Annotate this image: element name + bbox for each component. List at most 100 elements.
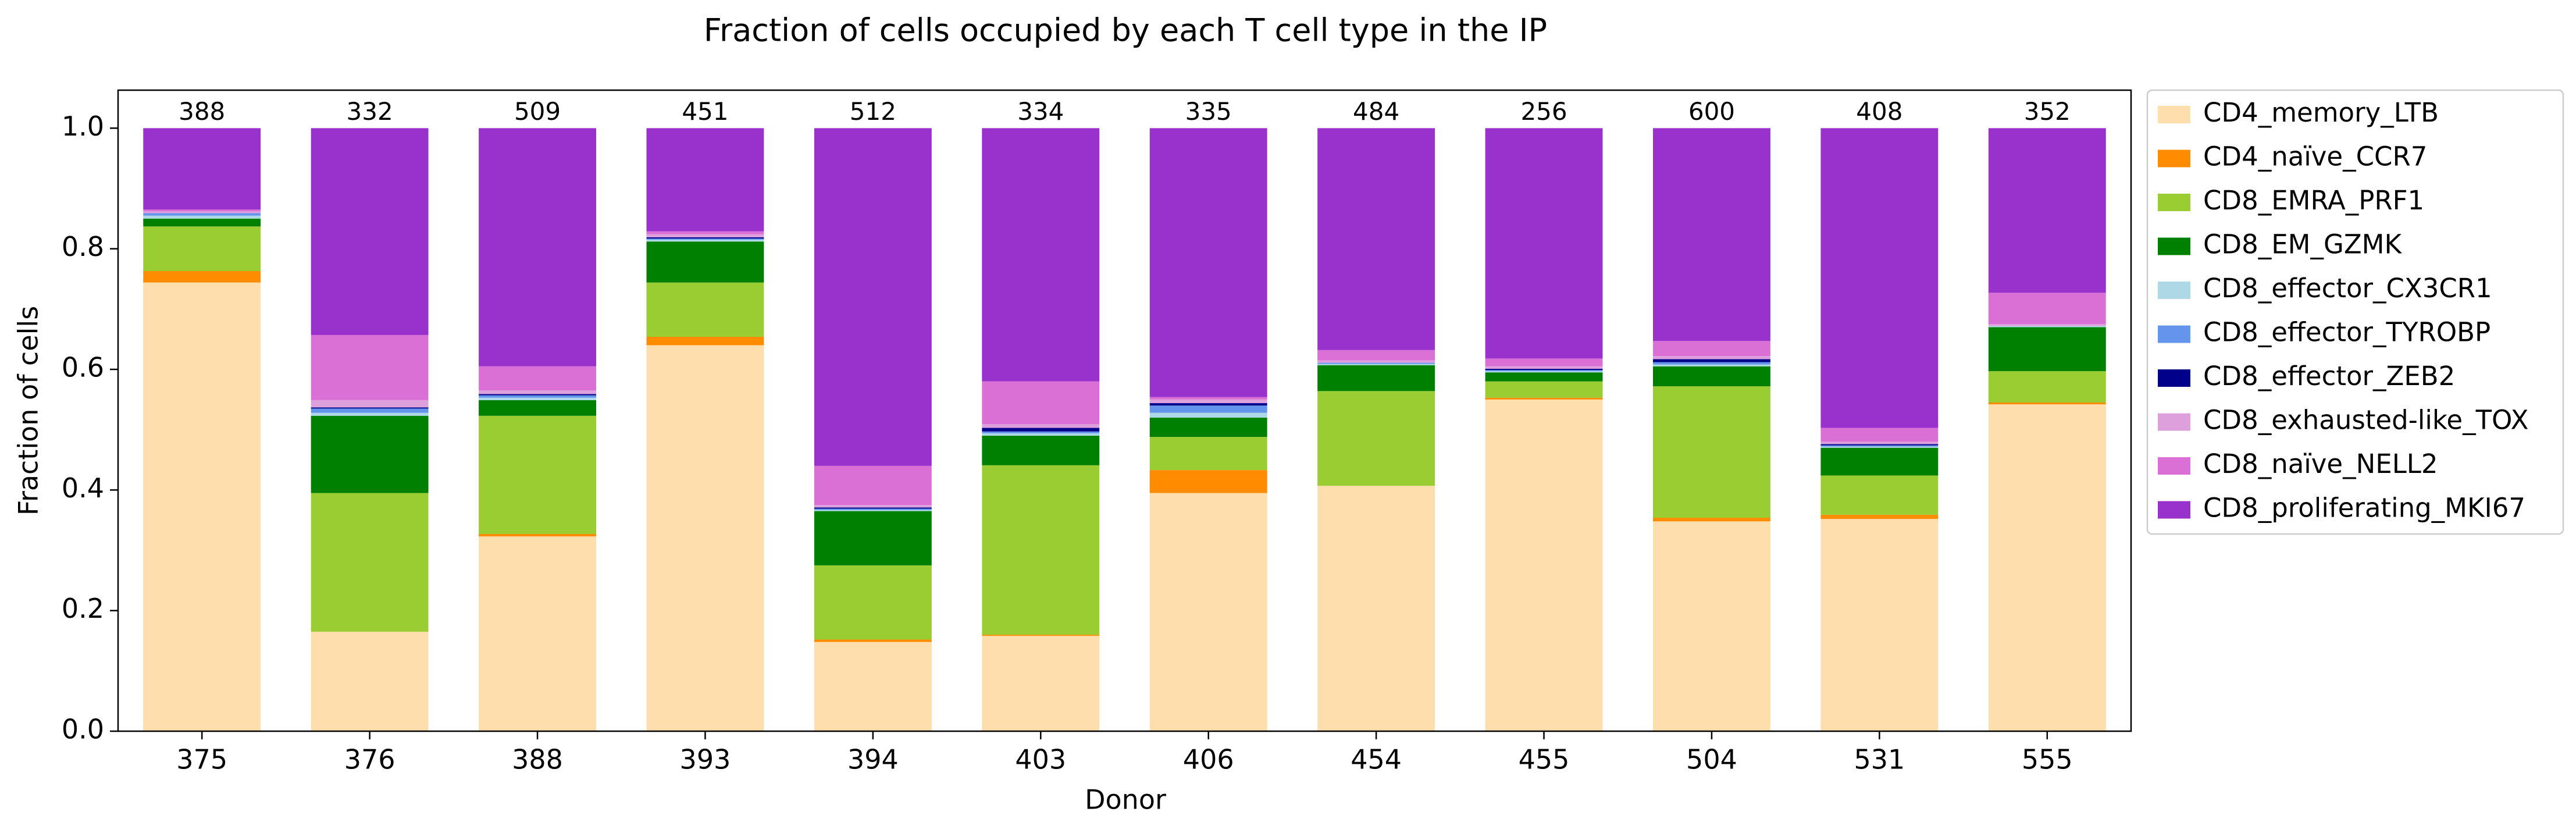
bar-segment: [479, 128, 596, 366]
legend-swatch: [2158, 413, 2190, 431]
legend-label: CD8_proliferating_MKI67: [2203, 493, 2525, 524]
y-tick-label: 0.4: [62, 472, 104, 504]
bar-segment: [1820, 128, 1939, 428]
bar-segment: [1149, 437, 1267, 471]
bar-segment: [1485, 397, 1603, 400]
bar-segment: [814, 639, 932, 642]
bar-segment: [1485, 399, 1603, 731]
bar-segment: [1485, 366, 1603, 369]
bar-segment: [646, 237, 764, 239]
bar-segment: [311, 400, 429, 408]
legend: CD4_memory_LTB CD4_naïve_CCR7 CD8_EMRA_PRF…: [2146, 89, 2564, 535]
legend-label: CD8_naïve_NELL2: [2203, 448, 2438, 479]
bar-segment: [646, 234, 764, 237]
bar-total-label: 334: [1017, 97, 1064, 126]
bar-segment: [143, 282, 261, 731]
legend-label: CD4_memory_LTB: [2203, 97, 2439, 128]
bar-segment: [1820, 445, 1939, 447]
bar-segment: [311, 407, 429, 409]
bar-segment: [1149, 399, 1267, 404]
x-tick-label: 393: [680, 744, 731, 775]
bar-segment: [646, 282, 764, 337]
y-tick-label: 0.2: [62, 593, 104, 624]
bar-segment: [479, 366, 596, 391]
legend-swatch: [2158, 149, 2190, 168]
bar-segment: [1317, 128, 1435, 350]
legend-label: CD8_effector_TYROBP: [2203, 317, 2491, 348]
bar-segment: [982, 424, 1100, 428]
bar-segment: [1149, 493, 1267, 731]
bar-total-label: 335: [1185, 97, 1232, 126]
bar-segment: [814, 505, 932, 508]
bar-segment: [1149, 397, 1267, 400]
bar-segment: [814, 511, 932, 565]
bar-segment: [1988, 403, 2106, 405]
bar-total-label: 512: [850, 97, 896, 126]
x-tick-label: 555: [2022, 744, 2073, 775]
bar-segment: [982, 636, 1100, 731]
bar-segment: [814, 565, 932, 640]
bar-segment: [143, 271, 261, 283]
bar-segment: [311, 631, 429, 731]
bar-total-label: 352: [2024, 97, 2071, 126]
x-axis-label: Donor: [1085, 784, 1166, 816]
bar-total-label: 256: [1520, 97, 1567, 126]
y-tick-label: 1.0: [62, 111, 104, 142]
bar-segment: [1820, 514, 1939, 519]
bar-segment: [1988, 293, 2106, 325]
bar-segment: [982, 128, 1100, 382]
bar-segment: [479, 397, 596, 400]
bar-segment: [646, 231, 764, 234]
bar-segment: [646, 337, 764, 346]
bar-segment: [479, 536, 596, 731]
bar-segment: [1988, 404, 2106, 731]
y-tick-label: 0.6: [62, 351, 104, 383]
bar-total-label: 600: [1688, 97, 1735, 126]
x-tick-label: 388: [512, 744, 563, 775]
bar-segment: [814, 507, 932, 509]
bar-segment: [1820, 446, 1939, 448]
legend-swatch: [2158, 325, 2190, 343]
x-tick-label: 531: [1854, 744, 1905, 775]
bar-segment: [479, 534, 596, 537]
bar-segment: [982, 433, 1100, 436]
bar-segment: [479, 394, 596, 396]
bar-segment: [1485, 128, 1603, 359]
bar-segment: [814, 510, 932, 511]
bar-segment: [1317, 364, 1435, 365]
legend-swatch: [2158, 194, 2190, 211]
legend-label: CD4_naïve_CCR7: [2203, 141, 2427, 172]
bar-segment: [143, 128, 261, 210]
bar-segment: [479, 415, 596, 535]
bar-segment: [1653, 356, 1770, 359]
bar-segment: [1653, 362, 1770, 365]
bar-segment: [1820, 444, 1939, 446]
x-tick-label: 394: [847, 744, 899, 775]
bar-segment: [1988, 128, 2106, 293]
bar-segment: [982, 431, 1100, 433]
legend-swatch: [2158, 369, 2190, 387]
bar-segment: [1485, 370, 1603, 372]
bar-segment: [143, 209, 261, 212]
bar-segment: [143, 218, 261, 227]
x-tick-label: 504: [1686, 744, 1737, 775]
bar-segment: [1485, 358, 1603, 366]
bar-segment: [1149, 470, 1267, 493]
legend-swatch: [2158, 501, 2190, 519]
bar-segment: [982, 635, 1100, 636]
bar-segment: [982, 428, 1100, 432]
plot-frame: [117, 89, 2132, 732]
bar-segment: [814, 128, 932, 466]
bar-segment: [1485, 372, 1603, 382]
x-tick-label: 403: [1015, 744, 1066, 775]
chart-title: Fraction of cells occupied by each T cel…: [704, 12, 1547, 49]
bar-segment: [1653, 359, 1770, 362]
bar-segment: [1653, 364, 1770, 366]
legend-label: CD8_exhausted-like_TOX: [2203, 405, 2528, 436]
bar-segment: [1653, 518, 1770, 522]
x-tick-label: 376: [344, 744, 396, 775]
y-tick-label: 0.0: [62, 714, 104, 745]
bar-segment: [1485, 368, 1603, 371]
bar-segment: [814, 508, 932, 510]
bar-segment: [143, 211, 261, 213]
